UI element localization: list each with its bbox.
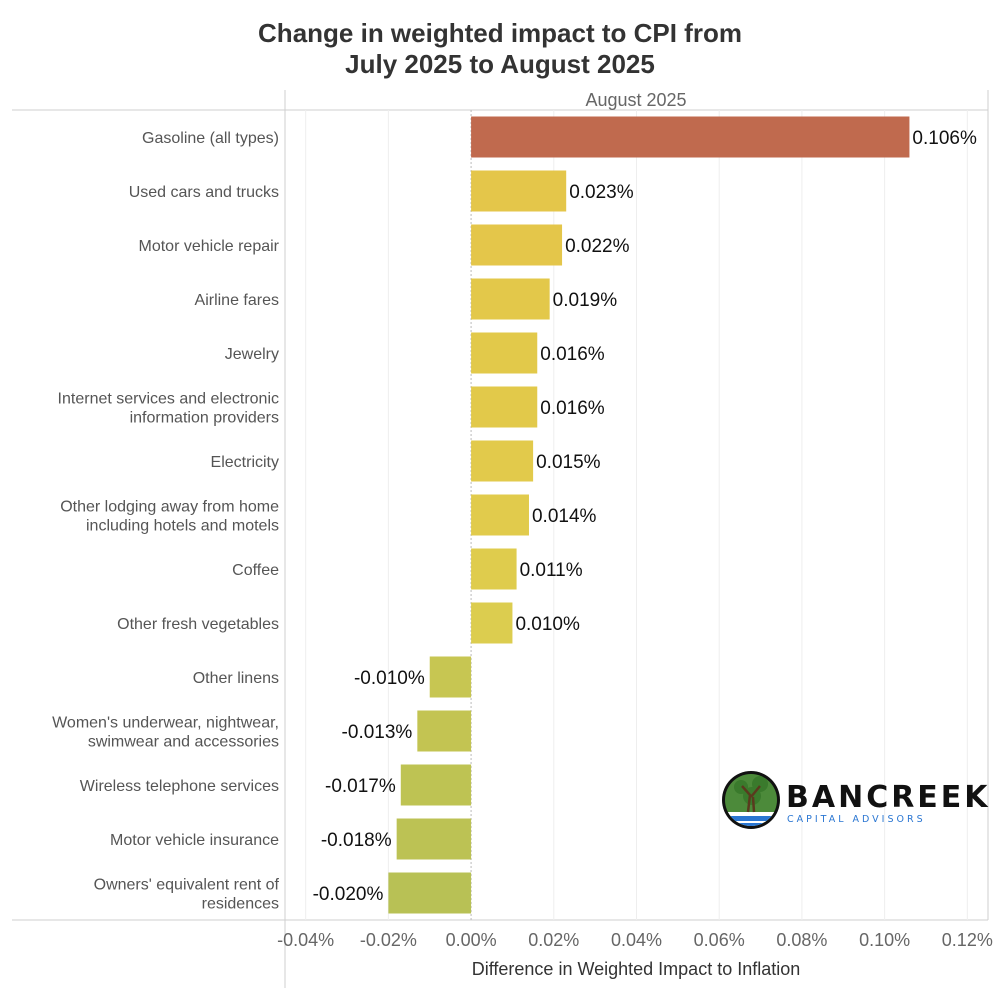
bancreek-logo: BANCREEK CAPITAL ADVISORS bbox=[722, 771, 991, 829]
chart-title-line-1: Change in weighted impact to CPI from bbox=[258, 18, 742, 48]
value-label: 0.015% bbox=[536, 452, 601, 473]
value-labels: 0.106% 0.023% 0.022% 0.019% 0.016% 0.016% 0.01… bbox=[313, 128, 977, 905]
value-label: 0.106% bbox=[912, 128, 977, 149]
value-label: 0.014% bbox=[532, 506, 597, 527]
x-tick-label: 0.10% bbox=[859, 930, 910, 950]
bar bbox=[471, 494, 529, 536]
category-label: Internet services and electronic bbox=[58, 391, 279, 408]
x-axis-title: Difference in Weighted Impact to Inflati… bbox=[472, 959, 801, 979]
x-tick-label: -0.02% bbox=[360, 930, 417, 950]
category-label: Motor vehicle insurance bbox=[110, 832, 279, 849]
bar bbox=[471, 170, 567, 212]
value-label: 0.011% bbox=[520, 560, 583, 581]
x-tick-labels: -0.04% -0.02% 0.00% 0.02% 0.04% 0.06% 0.08% 0.1… bbox=[277, 930, 993, 950]
category-label: Airline fares bbox=[195, 292, 279, 309]
value-label: 0.019% bbox=[553, 290, 618, 311]
category-label: Motor vehicle repair bbox=[139, 238, 280, 255]
x-tick-label: 0.12% bbox=[942, 930, 993, 950]
value-label: 0.010% bbox=[515, 614, 580, 635]
bar bbox=[388, 872, 472, 914]
x-tick-label: 0.04% bbox=[611, 930, 662, 950]
bar bbox=[400, 764, 472, 806]
chart-title-line-2: July 2025 to August 2025 bbox=[345, 49, 655, 79]
bar bbox=[429, 656, 472, 698]
bar bbox=[396, 818, 472, 860]
category-label: Other fresh vegetables bbox=[117, 616, 279, 633]
value-label: -0.010% bbox=[354, 668, 425, 689]
category-label: Women's underwear, nightwear, bbox=[52, 715, 279, 732]
category-labels: Gasoline (all types) Used cars and trucks… bbox=[52, 130, 280, 913]
x-tick-label: -0.04% bbox=[277, 930, 334, 950]
category-label: Electricity bbox=[211, 454, 279, 471]
category-label: Wireless telephone services bbox=[80, 778, 279, 795]
bar bbox=[471, 224, 563, 266]
category-label: Used cars and trucks bbox=[129, 184, 279, 201]
category-label: information providers bbox=[130, 410, 279, 427]
value-label: 0.016% bbox=[540, 398, 605, 419]
category-label: Jewelry bbox=[225, 346, 279, 363]
bar bbox=[471, 278, 550, 320]
value-label: 0.023% bbox=[569, 182, 634, 203]
x-tick-label: 0.06% bbox=[694, 930, 745, 950]
value-label: 0.016% bbox=[540, 344, 605, 365]
x-tick-label: 0.08% bbox=[776, 930, 827, 950]
tree-icon bbox=[722, 771, 780, 829]
category-label: including hotels and motels bbox=[86, 518, 279, 535]
value-label: -0.017% bbox=[325, 776, 396, 797]
bar bbox=[471, 332, 538, 374]
bar bbox=[471, 548, 517, 590]
category-label: residences bbox=[202, 896, 279, 913]
value-label: -0.013% bbox=[342, 722, 413, 743]
bar bbox=[417, 710, 472, 752]
panel-label: August 2025 bbox=[585, 90, 686, 110]
bar bbox=[471, 602, 513, 644]
bar bbox=[471, 440, 534, 482]
category-label: Gasoline (all types) bbox=[142, 130, 279, 147]
value-label: 0.022% bbox=[565, 236, 630, 257]
plot-frame bbox=[12, 90, 989, 988]
category-label: Coffee bbox=[232, 562, 279, 579]
logo-tagline: CAPITAL ADVISORS bbox=[787, 814, 926, 825]
x-tick-label: 0.02% bbox=[528, 930, 579, 950]
bar bbox=[471, 116, 910, 158]
category-label: Owners' equivalent rent of bbox=[94, 877, 280, 894]
category-label: swimwear and accessories bbox=[88, 734, 279, 751]
category-label: Other lodging away from home bbox=[60, 499, 279, 516]
bars bbox=[388, 116, 910, 914]
logo-name: BANCREEK bbox=[786, 780, 991, 815]
x-tick-label: 0.00% bbox=[446, 930, 497, 950]
category-label: Other linens bbox=[193, 670, 279, 687]
value-label: -0.018% bbox=[321, 830, 392, 851]
value-label: -0.020% bbox=[313, 884, 384, 905]
bar bbox=[471, 386, 538, 428]
